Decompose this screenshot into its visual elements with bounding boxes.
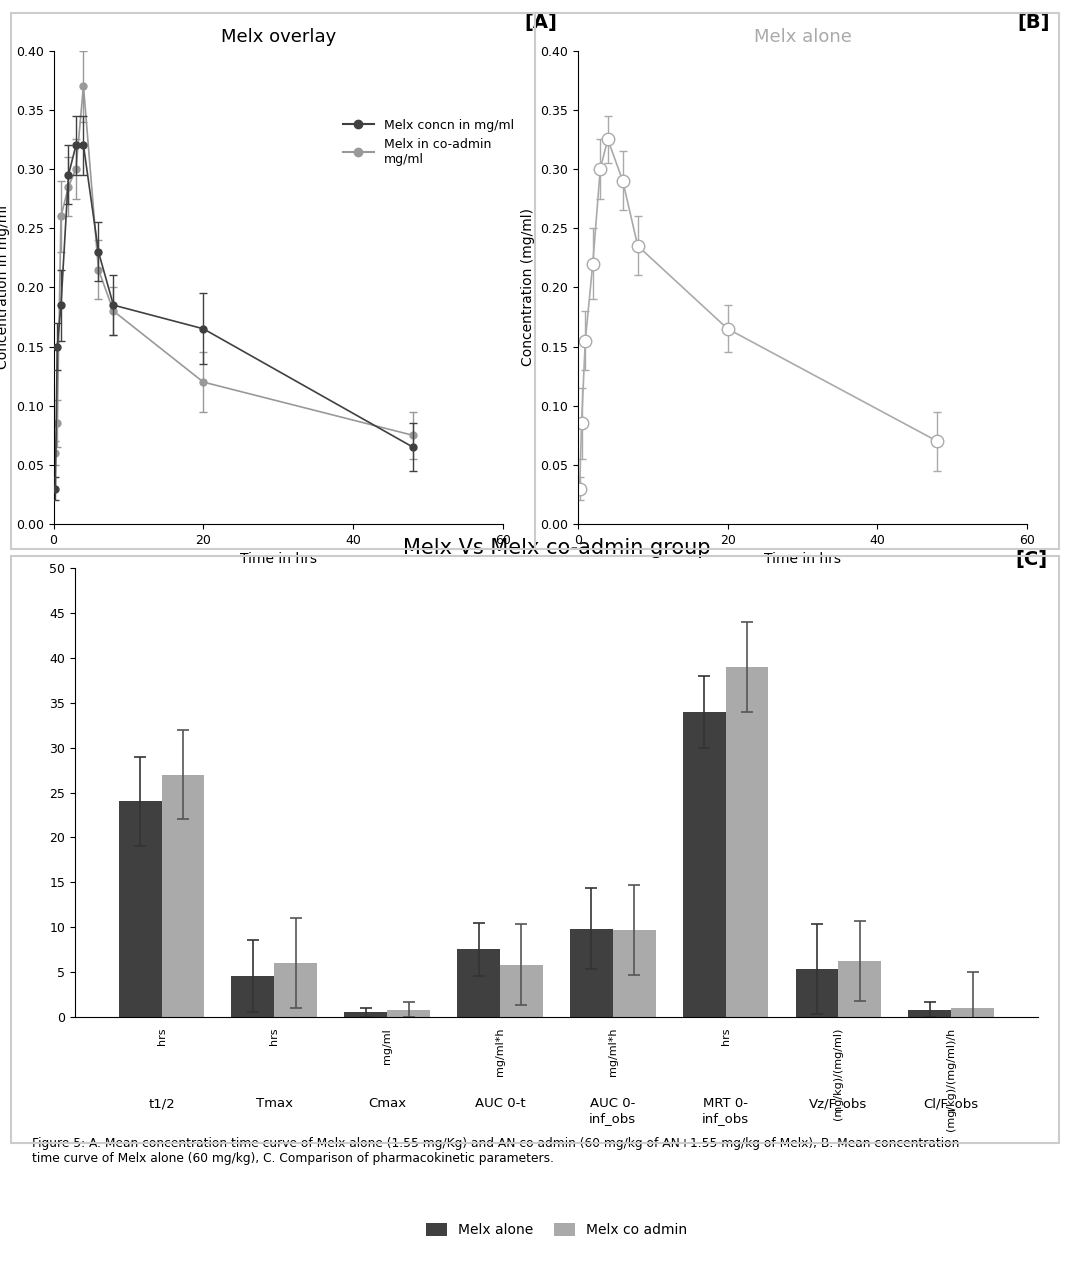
Text: [C]: [C] <box>1015 551 1048 570</box>
Text: Vz/F_obs: Vz/F_obs <box>809 1098 868 1110</box>
Text: Cl/F_obs: Cl/F_obs <box>923 1098 979 1110</box>
Bar <box>457 950 500 1017</box>
Text: mg/ml*h: mg/ml*h <box>495 1028 505 1076</box>
Legend: Melx concn in mg/ml, Melx in co-admin
mg/ml: Melx concn in mg/ml, Melx in co-admin mg… <box>338 114 519 171</box>
Bar <box>683 712 725 1017</box>
Text: (mg/kg)/(mg/ml)/h: (mg/kg)/(mg/ml)/h <box>946 1028 957 1132</box>
Text: t1/2: t1/2 <box>148 1098 174 1110</box>
Text: AUC 0-t: AUC 0-t <box>475 1098 525 1110</box>
Bar <box>345 1012 387 1017</box>
Bar <box>162 774 204 1017</box>
Bar <box>274 962 317 1017</box>
X-axis label: Time in hrs: Time in hrs <box>240 552 317 566</box>
Text: hrs: hrs <box>720 1028 731 1046</box>
Bar <box>119 802 162 1017</box>
Bar <box>908 1009 951 1017</box>
Y-axis label: Concentration (mg/ml): Concentration (mg/ml) <box>520 208 535 366</box>
Text: Cmax: Cmax <box>368 1098 407 1110</box>
Bar <box>231 976 274 1017</box>
Text: MRT 0-
inf_obs: MRT 0- inf_obs <box>702 1098 749 1125</box>
Text: [A]: [A] <box>524 13 556 32</box>
Title: Melx alone: Melx alone <box>753 28 852 47</box>
Bar <box>387 1009 430 1017</box>
X-axis label: Time in hrs: Time in hrs <box>764 552 841 566</box>
Text: mg/ml*h: mg/ml*h <box>608 1028 617 1076</box>
Legend: Melx alone, Melx co admin: Melx alone, Melx co admin <box>421 1218 692 1243</box>
Text: mg/ml: mg/ml <box>382 1028 393 1063</box>
Title: Melx overlay: Melx overlay <box>220 28 336 47</box>
Text: Figure 5: A. Mean concentration time curve of Melx alone (1.55 mg/Kg) and AN co : Figure 5: A. Mean concentration time cur… <box>32 1137 960 1164</box>
Text: hrs: hrs <box>270 1028 279 1046</box>
Text: [B]: [B] <box>1018 13 1050 32</box>
Bar <box>570 928 613 1017</box>
Title: Melx Vs Melx co-admin group: Melx Vs Melx co-admin group <box>402 538 710 558</box>
Y-axis label: Concentration in mg/ml: Concentration in mg/ml <box>0 206 11 369</box>
Text: AUC 0-
inf_obs: AUC 0- inf_obs <box>590 1098 637 1125</box>
Bar <box>613 930 656 1017</box>
Bar <box>725 667 768 1017</box>
Bar <box>839 961 882 1017</box>
Bar <box>951 1008 994 1017</box>
Bar <box>796 969 839 1017</box>
Bar <box>500 965 542 1017</box>
Text: (mg/kg)/(mg/ml): (mg/kg)/(mg/ml) <box>834 1028 843 1120</box>
Text: hrs: hrs <box>156 1028 167 1046</box>
Text: Tmax: Tmax <box>256 1098 293 1110</box>
